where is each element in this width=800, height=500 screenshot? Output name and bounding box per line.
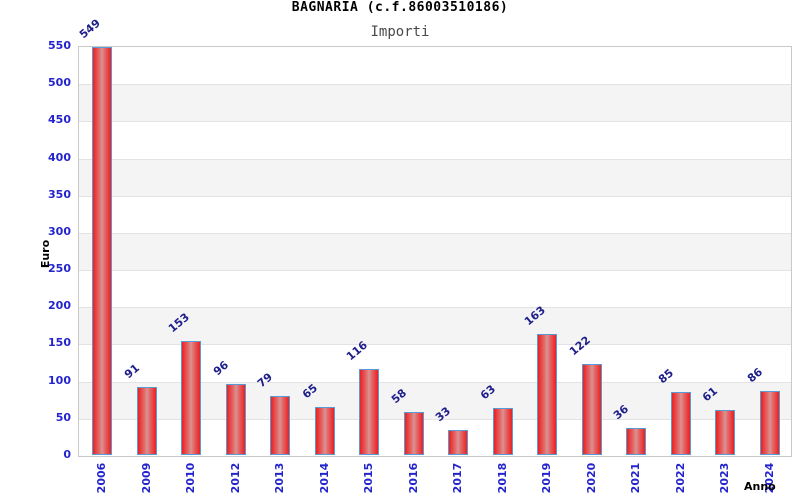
gridline bbox=[79, 270, 791, 272]
y-tick-label: 250 bbox=[48, 262, 71, 276]
x-tick-label: 2023 bbox=[718, 462, 732, 494]
x-tick-label: 2022 bbox=[673, 462, 687, 494]
x-tick-label: 2021 bbox=[629, 462, 643, 494]
gridline bbox=[79, 121, 791, 123]
grid-band bbox=[79, 195, 791, 233]
bar-2024 bbox=[759, 391, 780, 455]
y-tick-label: 550 bbox=[48, 39, 71, 52]
y-tick-label: 400 bbox=[48, 150, 71, 164]
chart-title: BAGNARIA (c.f.86003510186) bbox=[291, 0, 509, 15]
bar-2010 bbox=[181, 341, 202, 455]
x-tick-label: 2019 bbox=[540, 462, 554, 494]
x-tick-label: 2018 bbox=[495, 462, 509, 494]
gridline bbox=[79, 84, 791, 86]
y-tick-label: 200 bbox=[48, 299, 71, 313]
bar-2017 bbox=[448, 430, 469, 455]
bar-2013 bbox=[270, 396, 291, 455]
y-tick-label: 150 bbox=[48, 336, 71, 350]
grid-band bbox=[79, 232, 791, 271]
x-tick-label: 2014 bbox=[317, 462, 331, 494]
y-tick-label: 0 bbox=[63, 448, 71, 461]
x-tick-label: 2013 bbox=[273, 462, 287, 494]
gridline bbox=[79, 344, 791, 346]
grid-band bbox=[79, 158, 791, 196]
bar-2012 bbox=[225, 383, 246, 455]
bar-2021 bbox=[626, 428, 647, 455]
y-tick-label: 450 bbox=[48, 113, 71, 127]
gridline bbox=[79, 418, 791, 420]
x-tick-label: 2020 bbox=[584, 462, 598, 494]
x-tick-label: 2009 bbox=[139, 462, 153, 494]
chart-subtitle: Importi bbox=[370, 24, 430, 40]
bar-2014 bbox=[314, 406, 335, 455]
x-tick-label: 2012 bbox=[228, 462, 242, 494]
grid-band bbox=[79, 270, 791, 308]
x-axis-title: Anno bbox=[744, 480, 776, 493]
y-tick-label: 100 bbox=[48, 373, 71, 387]
gridline bbox=[79, 307, 791, 309]
bar-2022 bbox=[670, 391, 691, 455]
bar-2018 bbox=[492, 408, 513, 455]
bar-2009 bbox=[136, 387, 157, 455]
gridline bbox=[79, 232, 791, 234]
x-tick-label: 2017 bbox=[451, 462, 465, 494]
grid-band bbox=[79, 84, 791, 122]
grid-band bbox=[79, 47, 791, 85]
bar-2020 bbox=[581, 364, 602, 455]
bar-2006 bbox=[92, 46, 113, 455]
bar-2016 bbox=[403, 411, 424, 455]
bar-2023 bbox=[715, 409, 736, 455]
grid-band bbox=[79, 307, 791, 345]
gridline bbox=[79, 158, 791, 160]
bar-2019 bbox=[537, 333, 558, 455]
grid-band bbox=[79, 121, 791, 159]
y-tick-label: 350 bbox=[48, 187, 71, 201]
gridline bbox=[79, 381, 791, 383]
x-tick-label: 2015 bbox=[362, 462, 376, 494]
x-tick-label: 2006 bbox=[95, 462, 109, 494]
y-tick-label: 300 bbox=[48, 224, 71, 238]
x-tick-label: 2010 bbox=[184, 462, 198, 494]
gridline bbox=[79, 195, 791, 197]
x-tick-label: 2016 bbox=[406, 462, 420, 494]
y-tick-label: 50 bbox=[55, 410, 71, 424]
y-tick-label: 500 bbox=[48, 76, 71, 90]
bar-2015 bbox=[359, 368, 380, 455]
